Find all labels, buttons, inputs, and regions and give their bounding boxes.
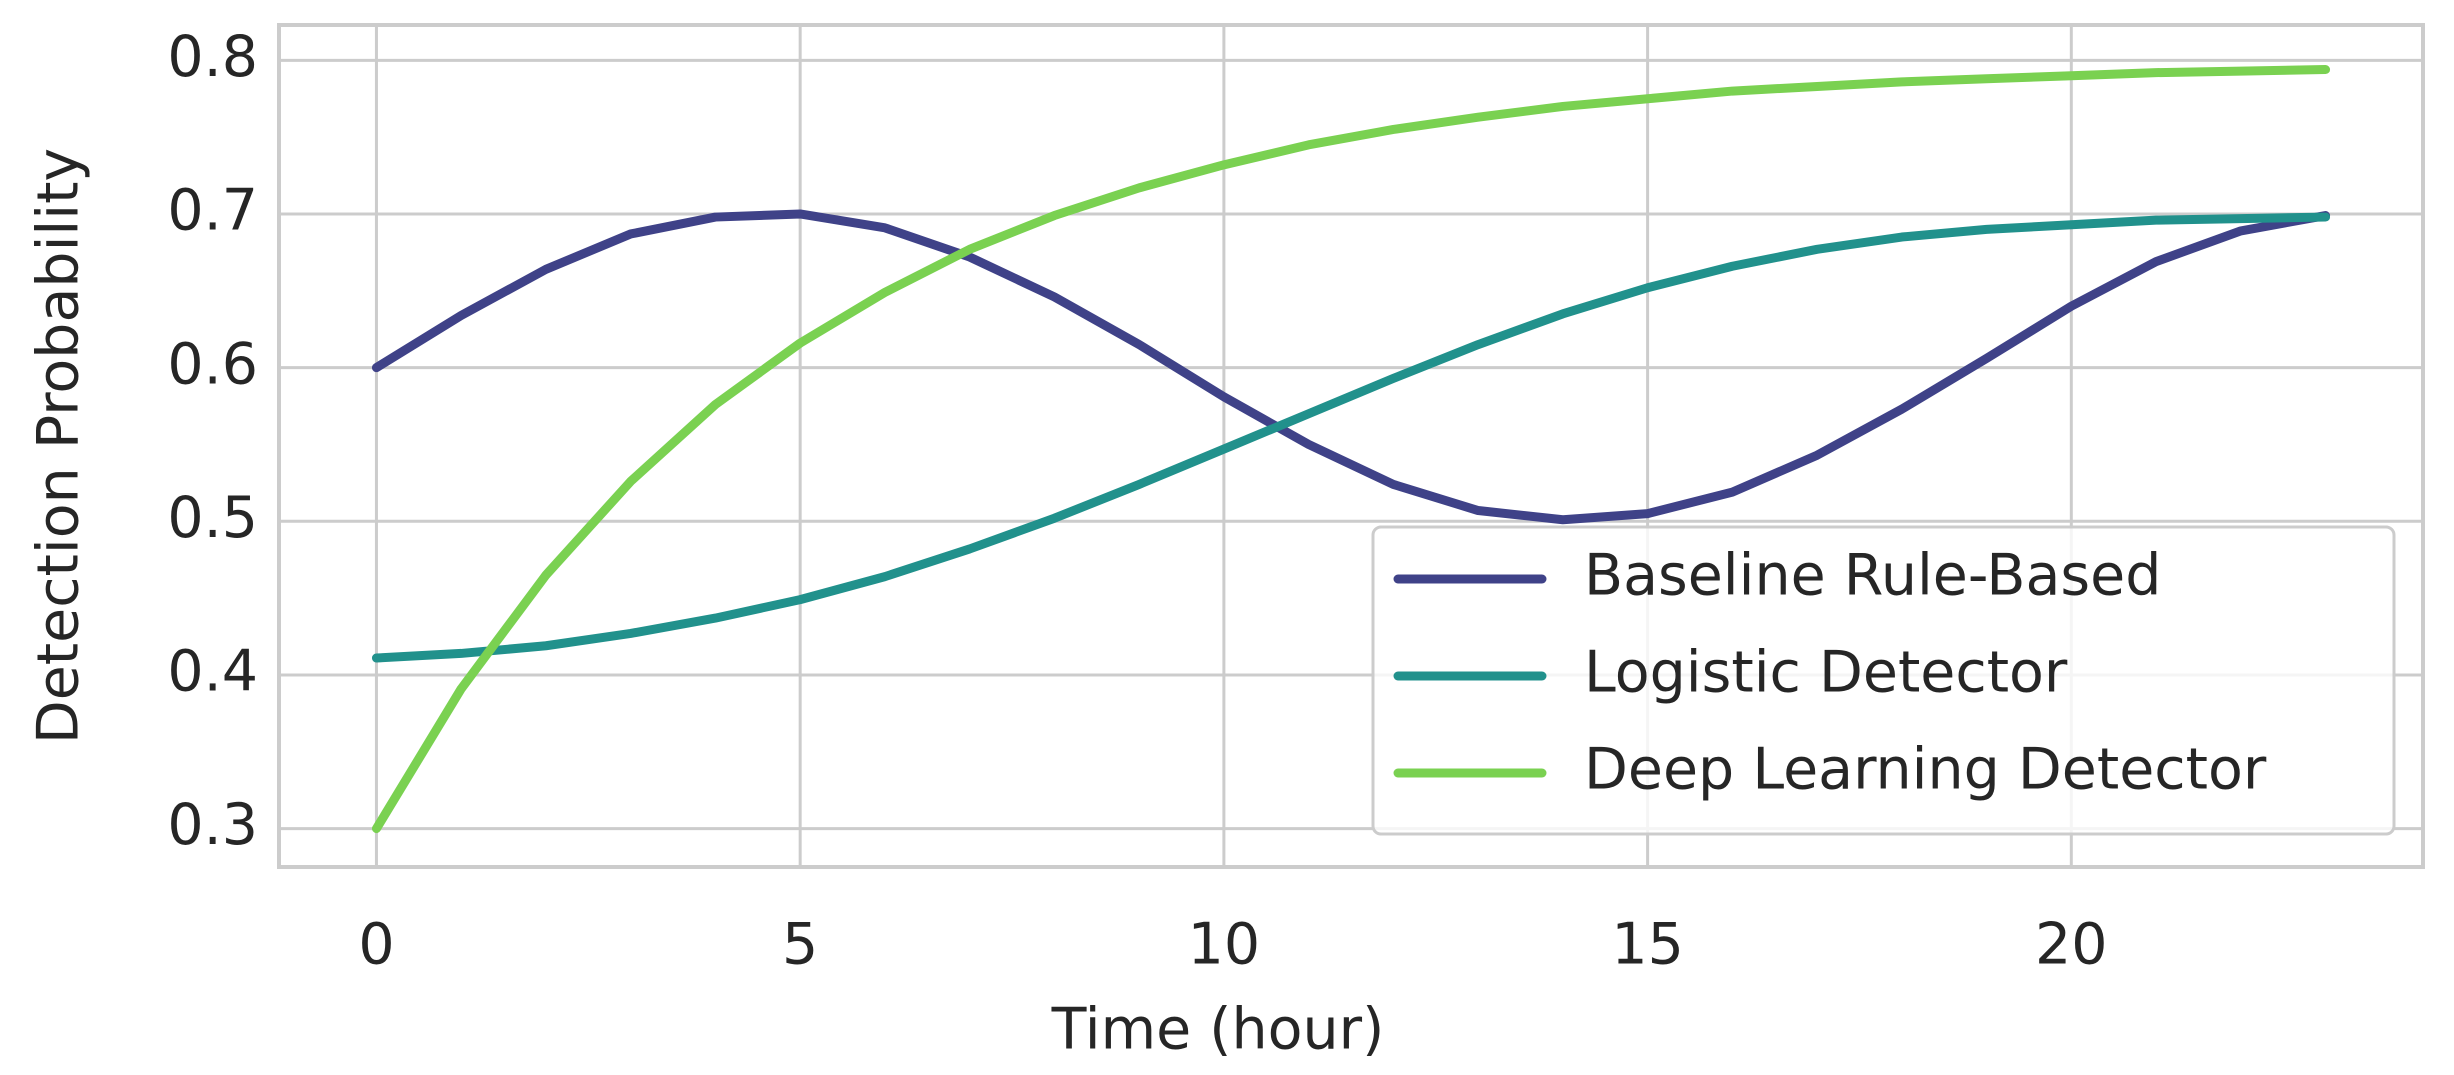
series-line (371, 65, 2331, 834)
y-tick-label: 0.5 (167, 485, 258, 551)
y-tick-label: 0.6 (167, 331, 258, 397)
legend-box (1371, 525, 2396, 836)
x-tick-label: 15 (1611, 912, 1684, 978)
y-tick-label: 0.7 (167, 178, 258, 244)
x-tick-label: 20 (2035, 912, 2108, 978)
x-tick-label: 10 (1188, 912, 1261, 978)
series-line (371, 209, 2331, 525)
series-line (371, 212, 2331, 663)
y-axis-label: Detection Probability (26, 148, 92, 744)
y-tick-label: 0.8 (167, 24, 258, 90)
legend-label: Baseline Rule-Based (1584, 543, 2161, 609)
legend-label: Logistic Detector (1584, 640, 2068, 706)
y-tick-label: 0.3 (167, 792, 258, 858)
plot-frame (277, 23, 2425, 869)
x-tick-label: 5 (782, 912, 818, 978)
legend-label: Deep Learning Detector (1584, 737, 2267, 803)
x-tick-label: 0 (358, 912, 394, 978)
y-tick-label: 0.4 (167, 639, 258, 705)
x-axis-label: Time (hour) (1051, 997, 1385, 1063)
